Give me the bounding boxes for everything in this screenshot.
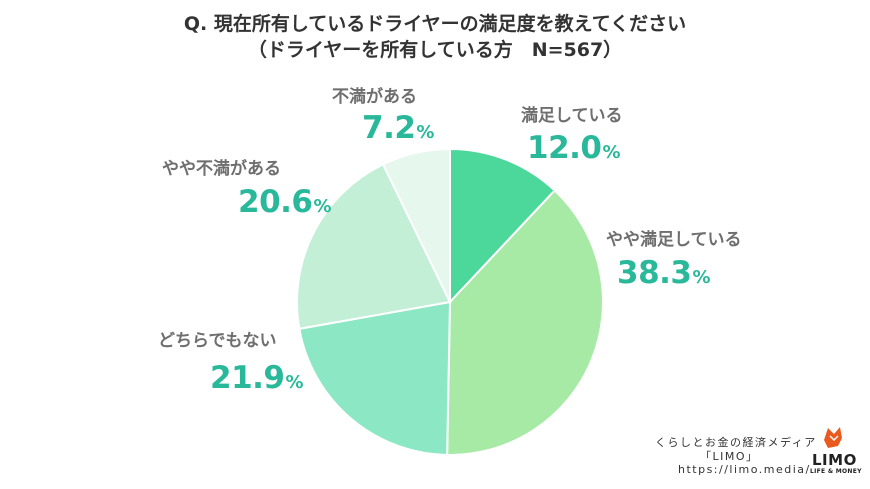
pie-slice-yaya-manzoku bbox=[446, 189, 604, 456]
pie-slice-dochiramo bbox=[298, 300, 452, 456]
fox-icon bbox=[824, 427, 842, 448]
footer-media-tagline: くらしとお金の経済メディア bbox=[655, 436, 817, 449]
slice-value-manzoku: 12.0% bbox=[527, 130, 621, 166]
slice-value-yaya-fuman: 20.6% bbox=[238, 184, 332, 220]
slice-label-yaya-manzoku: やや満足している bbox=[606, 230, 742, 250]
chart-subtitle: （ドライヤーを所有している方 N=567） bbox=[247, 39, 623, 61]
pie-slice-fuman bbox=[381, 147, 451, 303]
footer-url[interactable]: https://limo.media/ bbox=[678, 463, 811, 476]
slice-label-dochiramo: どちらでもない bbox=[158, 331, 277, 351]
slice-label-manzoku: 満足している bbox=[521, 106, 623, 126]
logo-text: LIMO bbox=[812, 451, 857, 469]
slice-value-yaya-manzoku: 38.3% bbox=[617, 255, 711, 291]
limo-logo bbox=[824, 427, 842, 448]
pie-slice-manzoku bbox=[449, 147, 557, 305]
chart-title: Q. 現在所有しているドライヤーの満足度を教えてください bbox=[183, 13, 687, 35]
logo-subtext: LIFE & MONEY bbox=[810, 468, 862, 475]
slice-value-fuman: 7.2% bbox=[362, 110, 434, 146]
footer-media-name: 「LIMO」 bbox=[700, 450, 759, 463]
slice-label-yaya-fuman: やや不満がある bbox=[162, 159, 281, 179]
slice-value-dochiramo: 21.9% bbox=[210, 360, 304, 396]
pie-slice-yaya-fuman bbox=[296, 163, 452, 330]
slice-label-fuman: 不満がある bbox=[332, 87, 417, 107]
